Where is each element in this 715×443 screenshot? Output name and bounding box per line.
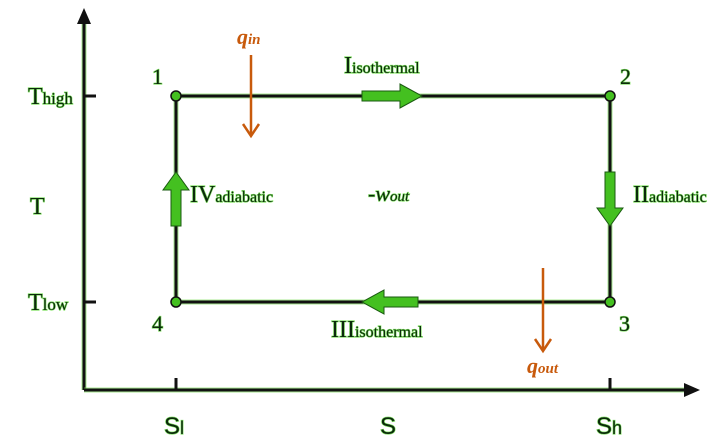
- state-label-4: 4: [152, 311, 163, 336]
- process-ii-label: IIadiabatic: [633, 182, 707, 208]
- tick-label-t-high: Thigh: [28, 84, 73, 110]
- heat-in: qin: [237, 24, 261, 139]
- y-axis-label: T: [30, 194, 45, 220]
- process-i-arrow-icon: [361, 83, 424, 109]
- heat-out-label: qout: [527, 353, 559, 378]
- x-axis-arrowhead-icon: [684, 383, 700, 397]
- process-iv-label: IVadiabatic: [190, 182, 273, 208]
- process-iii-arrow-icon: [360, 289, 419, 315]
- tick-label-s-l: Sl: [164, 413, 184, 440]
- process-iv-arrow-icon: [162, 171, 190, 227]
- tick-label-t-low: Tlow: [28, 290, 69, 316]
- state-label-1: 1: [152, 64, 163, 89]
- state-point-1: [170, 90, 182, 102]
- state-label-2: 2: [620, 64, 631, 89]
- state-point-2: [604, 90, 616, 102]
- x-axis-label: S: [380, 413, 396, 440]
- axes: [77, 8, 700, 397]
- process-i-label: Iisothermal: [344, 53, 420, 79]
- state-point-4: [170, 296, 182, 308]
- heat-in-label: qin: [237, 24, 261, 49]
- process-iii-label: IIIisothermal: [331, 317, 423, 343]
- process-ii-arrow-icon: [596, 171, 624, 227]
- state-label-3: 3: [619, 311, 630, 336]
- state-point-3: [604, 296, 616, 308]
- work-label: -wout: [368, 181, 410, 206]
- heat-out: qout: [527, 268, 559, 378]
- tick-label-s-h: Sh: [596, 413, 622, 440]
- y-axis-arrowhead-icon: [77, 8, 91, 24]
